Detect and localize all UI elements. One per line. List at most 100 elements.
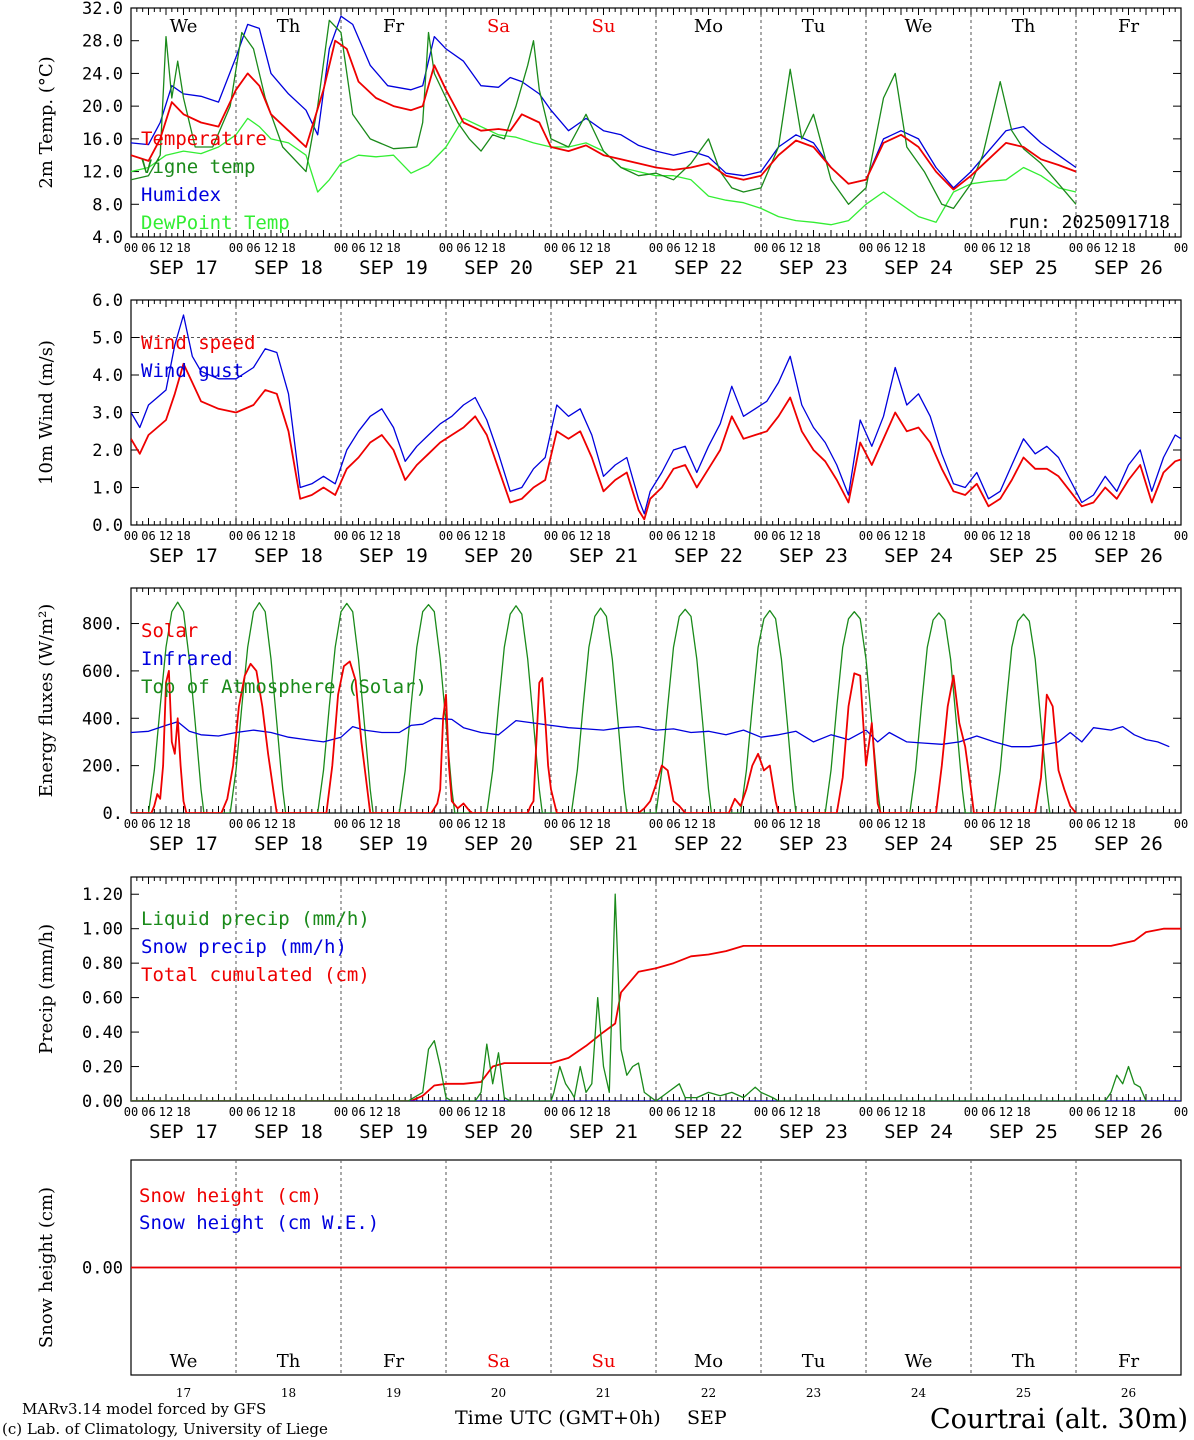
x-date-label: SEP 23 [779,1121,848,1143]
x-hour-tick-label: 18 [281,241,295,255]
series-group [131,15,1077,226]
weekday-label: Fr [1118,16,1139,37]
x-hour-tick-label: 18 [911,1105,925,1119]
x-date-label: SEP 20 [464,833,533,855]
x-hour-tick-label: 18 [386,241,400,255]
x-hour-tick-label: 12 [684,1105,698,1119]
x-hour-tick-label: 06 [351,1105,365,1119]
x-hour-tick-label: 18 [176,817,190,831]
x-hour-tick-label: 18 [176,1105,190,1119]
x-hour-tick-label: 12 [684,529,698,543]
x-hour-tick-label: 00 [544,817,558,831]
x-hour-tick-label: 18 [1121,241,1135,255]
x-hour-tick-label: 06 [561,529,575,543]
x-hour-tick-label: 00 [649,817,663,831]
x-hour-tick-label: 12 [789,529,803,543]
x-hour-tick-label: 18 [1016,529,1030,543]
weekday-label: Th [277,16,301,37]
x-hour-tick-label: 00 [859,1105,873,1119]
y-tick-label: 20.0 [82,97,123,117]
x-date-label: SEP 23 [779,545,848,567]
series-line-temperature [131,39,1077,191]
x-hour-tick-label: 12 [789,241,803,255]
x-hour-tick-label: 00 [754,529,768,543]
x-hour-tick-label: 18 [701,241,715,255]
x-hour-tick-label: 06 [141,529,155,543]
weekday-label: Th [1012,16,1036,37]
series-group [131,893,1181,1101]
y-tick-label: 2.0 [92,441,123,461]
x-hour-tick-label: 06 [1086,529,1100,543]
x-hour-tick-label: 06 [771,817,785,831]
x-hour-tick-label: 06 [561,817,575,831]
panel-frame [130,299,1182,526]
y-tick-label: 5.0 [92,329,123,349]
x-hour-tick-label: 00 [124,529,138,543]
x-hour-tick-label: 18 [1016,1105,1030,1119]
x-date-label: SEP 23 [779,833,848,855]
x-date-label: SEP 24 [884,1121,953,1143]
x-hour-tick-label: 06 [561,241,575,255]
y-tick-label: 800. [82,615,123,635]
x-date-label: SEP 21 [569,545,638,567]
y-tick-label: 4.0 [92,366,123,386]
x-date-label: SEP 22 [674,545,743,567]
x-hour-tick-label: 06 [771,1105,785,1119]
y-tick-label: 0.80 [82,954,123,974]
x-date-label: SEP 17 [149,833,218,855]
x-hour-tick-label: 00 [964,529,978,543]
x-daynum-label: 19 [386,1386,401,1400]
x-hour-tick-label: 18 [386,1105,400,1119]
lab-credit: (c) Lab. of Climatology, University of L… [2,1420,328,1438]
x-date-label: SEP 22 [674,833,743,855]
y-axis-label: Precip (mm/h) [36,924,57,1054]
run-label: run: 2025091718 [1007,212,1170,233]
x-hour-tick-label: 18 [596,241,610,255]
weekday-label: Su [592,16,616,37]
y-tick-label: 32.0 [82,0,123,19]
x-hour-tick-label: 18 [596,1105,610,1119]
x-daynum-label: 23 [806,1386,821,1400]
x-date-label: SEP 26 [1094,1121,1163,1143]
x-date-label: SEP 19 [359,1121,428,1143]
weekday-label: We [905,1351,933,1372]
x-hour-tick-label: 00 [124,241,138,255]
x-hour-tick-label: 00 [649,529,663,543]
x-date-label: SEP 21 [569,1121,638,1143]
x-hour-tick-label: 00 [754,241,768,255]
x-hour-tick-label: 18 [1121,817,1135,831]
x-hour-tick-label: 00 [334,529,348,543]
weekday-label: Fr [383,16,404,37]
meteogram-footer: MARv3.14 model forced by GFS (c) Lab. of… [2,1400,1188,1438]
x-date-label: SEP 24 [884,833,953,855]
y-tick-label: 6.0 [92,291,123,311]
y-tick-label: 4.0 [92,228,123,248]
x-hour-tick-label: 06 [141,817,155,831]
x-hour-tick-label: 00 [964,817,978,831]
x-hour-tick-label: 00 [649,241,663,255]
x-date-label: SEP 23 [779,257,848,279]
x-hour-tick-label: 06 [246,241,260,255]
series-line-solar [131,660,1077,813]
weekday-label: Fr [1118,1351,1139,1372]
x-date-label: SEP 26 [1094,833,1163,855]
y-tick-label: 8.0 [92,195,123,215]
legend-entry: Solar [141,620,198,642]
y-tick-label: 200. [82,757,123,777]
x-hour-tick-label: 12 [579,529,593,543]
series-line-wind-gust [131,314,1181,515]
x-hour-tick-label: 00 [544,529,558,543]
x-hour-tick-label: 12 [474,1105,488,1119]
weekday-label: Sa [487,1351,510,1372]
x-hour-tick-label: 00 [1174,1105,1188,1119]
x-hour-tick-label: 12 [369,529,383,543]
y-tick-label: 3.0 [92,404,123,424]
x-hour-tick-label: 18 [911,529,925,543]
x-hour-tick-label: 00 [859,817,873,831]
weekday-label: Su [592,1351,616,1372]
x-hour-tick-label: 12 [474,529,488,543]
x-hour-tick-label: 18 [911,241,925,255]
x-hour-tick-label: 06 [981,1105,995,1119]
x-date-label: SEP 18 [254,1121,323,1143]
x-hour-tick-label: 12 [264,529,278,543]
